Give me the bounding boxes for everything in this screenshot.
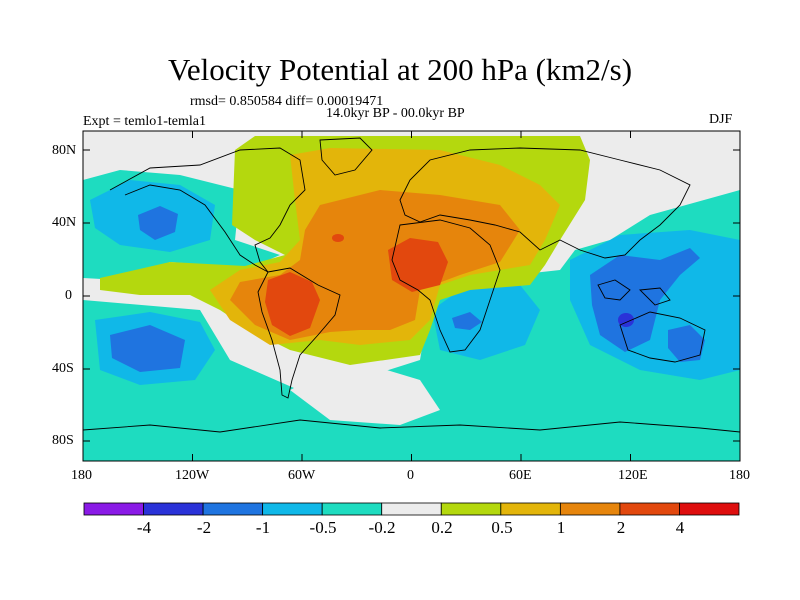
coast-africa bbox=[391, 219, 501, 353]
colorbar-swatch bbox=[262, 502, 323, 516]
coast-australia bbox=[619, 311, 706, 363]
colorbar-swatch bbox=[83, 502, 144, 516]
colorbar-label: 0.2 bbox=[431, 518, 453, 537]
coast-maritime-islands bbox=[597, 279, 671, 306]
positive-max-small-patch bbox=[332, 234, 344, 242]
colorbar-label: 4 bbox=[675, 518, 685, 537]
colorbar bbox=[83, 502, 740, 516]
colorbar-label: 2 bbox=[616, 518, 626, 537]
coast-antarctica bbox=[83, 419, 740, 433]
coast-south-america bbox=[257, 267, 341, 399]
negative-strong-australia bbox=[668, 325, 705, 362]
coastlines bbox=[83, 137, 740, 433]
coast-eurasia bbox=[399, 147, 691, 259]
x-tick-label: 180 bbox=[71, 468, 92, 483]
negative-mid-indian bbox=[432, 285, 540, 360]
y-tick-label: 40N bbox=[52, 215, 77, 230]
coast-north-america bbox=[109, 147, 306, 273]
negative-strong-west-pacific bbox=[590, 248, 700, 352]
negative-max-maritime bbox=[618, 313, 634, 327]
colorbar-swatch bbox=[500, 502, 561, 516]
neutral-south-atlantic-patch bbox=[290, 368, 440, 425]
colorbar-label: 0.5 bbox=[491, 518, 513, 537]
x-tick-label: 0 bbox=[407, 468, 414, 483]
colorbar-swatch bbox=[440, 502, 502, 516]
coast-greenland bbox=[319, 137, 373, 176]
experiment-label: Expt = temlo1-temla1 bbox=[83, 114, 206, 129]
colorbar-swatch bbox=[143, 502, 204, 516]
x-tick-label: 120W bbox=[175, 468, 210, 483]
colorbar-swatch bbox=[559, 502, 621, 516]
colorbar-swatch bbox=[619, 502, 680, 516]
negative-strong-indian bbox=[452, 312, 482, 330]
y-tick-label: 80S bbox=[52, 433, 74, 448]
positive-max-south-america bbox=[265, 272, 320, 336]
negative-strong-north-pacific bbox=[138, 206, 178, 240]
stats-text: rmsd= 0.850584 diff= 0.00019471 bbox=[190, 94, 384, 109]
y-tick-label: 0 bbox=[65, 288, 72, 303]
colorbar-label: -0.5 bbox=[309, 518, 337, 537]
x-tick-label: 60E bbox=[509, 468, 532, 483]
period-label: 14.0kyr BP - 00.0kyr BP bbox=[326, 106, 465, 121]
colorbar-swatch bbox=[679, 502, 740, 516]
positive-max-africa bbox=[388, 238, 448, 292]
y-tick-label: 80N bbox=[52, 143, 77, 158]
map-title: Velocity Potential at 200 hPa (km2/s) bbox=[167, 52, 633, 87]
colorbar-label: -1 bbox=[255, 518, 271, 537]
colorbar-label: -4 bbox=[136, 518, 152, 537]
x-tick-label: 180 bbox=[729, 468, 750, 483]
axis-ticks bbox=[82, 131, 741, 461]
x-tick-label: 120E bbox=[618, 468, 648, 483]
colorbar-label: -2 bbox=[196, 518, 212, 537]
negative-strong-south-pacific bbox=[110, 325, 185, 372]
season-label: DJF bbox=[709, 112, 733, 127]
velocity-potential-field bbox=[83, 131, 740, 461]
colorbar-label: 1 bbox=[556, 518, 566, 537]
colorbar-swatch bbox=[321, 502, 383, 516]
colorbar-swatch bbox=[381, 502, 442, 516]
y-tick-label: 40S bbox=[52, 361, 74, 376]
colorbar-label: -0.2 bbox=[368, 518, 396, 537]
colorbar-swatch bbox=[202, 502, 264, 516]
x-tick-label: 60W bbox=[288, 468, 316, 483]
